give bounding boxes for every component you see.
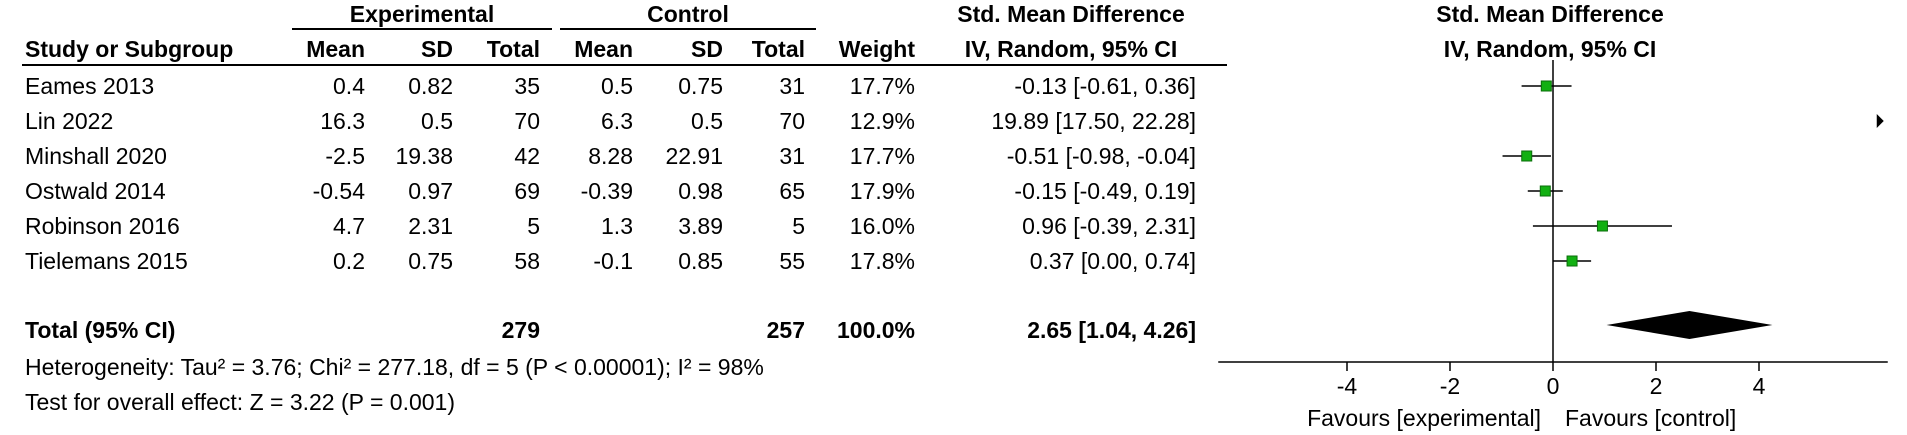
c-total: 31 xyxy=(779,73,805,99)
col-weight: Weight xyxy=(838,36,915,62)
e-sd: 0.75 xyxy=(408,248,453,274)
weight: 17.7% xyxy=(849,73,915,99)
e-total: 69 xyxy=(514,178,540,204)
weight: 17.7% xyxy=(849,143,915,169)
favours-left-label: Favours [experimental] xyxy=(1307,405,1541,431)
total-e: 279 xyxy=(501,317,540,343)
c-sd: 0.75 xyxy=(678,73,723,99)
col-c-total: Total xyxy=(751,36,805,62)
e-total: 42 xyxy=(514,143,540,169)
effect-ci: -0.13 [-0.61, 0.36] xyxy=(1014,73,1196,99)
c-sd: 0.5 xyxy=(691,108,723,134)
weight: 17.8% xyxy=(849,248,915,274)
weight: 12.9% xyxy=(849,108,915,134)
e-mean: -2.5 xyxy=(325,143,365,169)
c-sd: 0.85 xyxy=(678,248,723,274)
study-name: Tielemans 2015 xyxy=(25,248,188,274)
study-marker xyxy=(1540,80,1552,92)
e-total: 35 xyxy=(514,73,540,99)
c-sd: 0.98 xyxy=(678,178,723,204)
favours-right-label: Favours [control] xyxy=(1565,405,1736,431)
col-c-mean: Mean xyxy=(574,36,633,62)
weight: 17.9% xyxy=(849,178,915,204)
c-mean: 1.3 xyxy=(601,213,633,239)
study-name: Lin 2022 xyxy=(25,108,114,134)
e-sd: 2.31 xyxy=(408,213,453,239)
e-sd: 0.5 xyxy=(421,108,453,134)
c-mean: 6.3 xyxy=(601,108,633,134)
col-method: IV, Random, 95% CI xyxy=(964,36,1178,62)
c-mean: -0.1 xyxy=(593,248,633,274)
study-name: Eames 2013 xyxy=(25,73,155,99)
weight: 16.0% xyxy=(849,213,915,239)
col-c-sd: SD xyxy=(691,36,723,62)
total-diamond xyxy=(1606,311,1773,339)
e-mean: 4.7 xyxy=(333,213,365,239)
e-sd: 19.38 xyxy=(395,143,453,169)
x-tick-label: 2 xyxy=(1650,373,1663,399)
col-e-total: Total xyxy=(486,36,540,62)
col-study: Study or Subgroup xyxy=(25,36,234,62)
col-e-mean: Mean xyxy=(306,36,365,62)
study-marker xyxy=(1566,255,1578,267)
effect-ci: 0.37 [0.00, 0.74] xyxy=(1029,248,1196,274)
header-experimental: Experimental xyxy=(292,0,552,30)
study-marker xyxy=(1539,185,1551,197)
c-sd: 22.91 xyxy=(665,143,723,169)
c-total: 65 xyxy=(779,178,805,204)
x-tick-label: 0 xyxy=(1547,373,1560,399)
c-total: 70 xyxy=(779,108,805,134)
study-name: Robinson 2016 xyxy=(25,213,180,239)
study-marker xyxy=(1521,150,1533,162)
header-control: Control xyxy=(560,0,816,30)
header-effect-title: Std. Mean Difference xyxy=(957,1,1185,27)
e-total: 58 xyxy=(514,248,540,274)
col-plot-method: IV, Random, 95% CI xyxy=(1443,36,1657,62)
c-total: 55 xyxy=(779,248,805,274)
total-weight: 100.0% xyxy=(836,317,915,343)
c-mean: 8.28 xyxy=(588,143,633,169)
e-sd: 0.97 xyxy=(408,178,453,204)
heterogeneity-text: Heterogeneity: Tau² = 3.76; Chi² = 277.1… xyxy=(25,354,764,380)
effect-ci: 0.96 [-0.39, 2.31] xyxy=(1022,213,1196,239)
total-c: 257 xyxy=(766,317,805,343)
effect-ci: 19.89 [17.50, 22.28] xyxy=(991,108,1196,134)
e-mean: -0.54 xyxy=(312,178,365,204)
c-total: 31 xyxy=(779,143,805,169)
e-total: 70 xyxy=(514,108,540,134)
study-name: Minshall 2020 xyxy=(25,143,167,169)
study-name: Ostwald 2014 xyxy=(25,178,166,204)
c-mean: -0.39 xyxy=(580,178,633,204)
col-e-sd: SD xyxy=(421,36,453,62)
effect-ci: -0.51 [-0.98, -0.04] xyxy=(1006,143,1196,169)
c-mean: 0.5 xyxy=(601,73,633,99)
overall-effect-text: Test for overall effect: Z = 3.22 (P = 0… xyxy=(25,389,455,415)
e-mean: 16.3 xyxy=(320,108,365,134)
off-scale-arrow xyxy=(1876,114,1884,128)
e-mean: 0.2 xyxy=(333,248,365,274)
e-sd: 0.82 xyxy=(408,73,453,99)
header-plot-title: Std. Mean Difference xyxy=(1436,1,1664,27)
c-total: 5 xyxy=(792,213,805,239)
c-sd: 3.89 xyxy=(678,213,723,239)
x-tick-label: 4 xyxy=(1753,373,1766,399)
study-marker xyxy=(1596,220,1608,232)
x-tick-label: -4 xyxy=(1337,373,1358,399)
x-tick-label: -2 xyxy=(1440,373,1460,399)
total-label: Total (95% CI) xyxy=(25,317,176,343)
effect-ci: -0.15 [-0.49, 0.19] xyxy=(1014,178,1196,204)
header-rule xyxy=(22,64,1227,66)
e-mean: 0.4 xyxy=(333,73,365,99)
e-total: 5 xyxy=(527,213,540,239)
total-ci: 2.65 [1.04, 4.26] xyxy=(1027,317,1196,343)
